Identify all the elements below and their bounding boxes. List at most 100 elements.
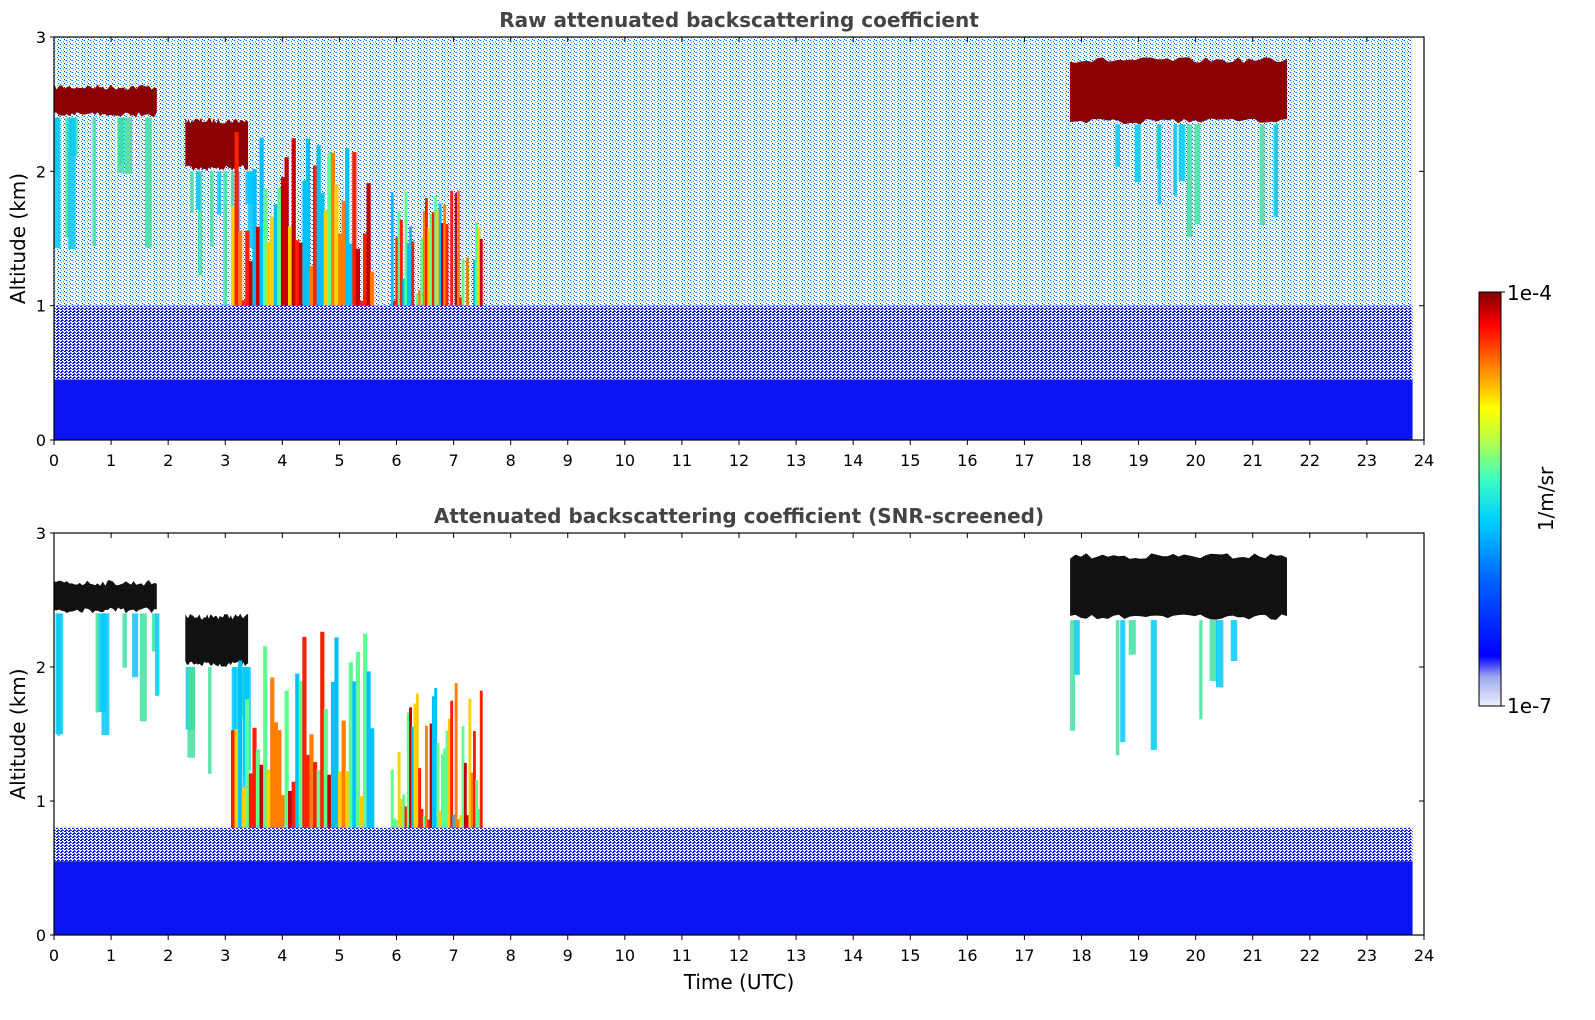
precipitation-column — [323, 708, 328, 935]
precipitation-column — [330, 681, 336, 935]
cloud-feature — [54, 580, 157, 614]
colorbar-min-label: 1e-7 — [1507, 694, 1552, 718]
fall-streak — [242, 667, 247, 798]
precipitation-column — [415, 693, 419, 935]
precipitation-column — [479, 690, 483, 935]
y-tick-label: 2 — [36, 162, 46, 181]
y-tick-label: 0 — [36, 926, 46, 945]
colorbar-max-label: 1e-4 — [1507, 281, 1552, 305]
fall-streak — [155, 613, 160, 696]
colorbar-unit-label: 1/m/sr — [1534, 466, 1558, 531]
precipitation-column — [409, 707, 412, 935]
x-tick-label: 21 — [1243, 946, 1263, 965]
fall-streak — [139, 613, 147, 722]
precipitation-column — [454, 683, 458, 935]
x-tick-label: 21 — [1243, 451, 1263, 470]
x-tick-label: 8 — [506, 451, 516, 470]
fall-streak — [1115, 620, 1120, 756]
fall-streak — [1128, 620, 1136, 655]
x-tick-label: 23 — [1357, 451, 1377, 470]
precipitation-column — [302, 636, 307, 935]
x-tick-label: 24 — [1414, 451, 1434, 470]
precipitation-column — [431, 696, 435, 935]
fall-streak — [1178, 124, 1185, 182]
x-tick-label: 19 — [1128, 946, 1148, 965]
precipitation-column — [352, 681, 357, 935]
fall-streak — [54, 117, 61, 248]
cloud-feature — [185, 117, 249, 172]
x-tick-label: 7 — [448, 451, 458, 470]
precipitation-column — [413, 703, 417, 935]
precipitation-column — [284, 157, 289, 441]
precipitation-column — [320, 631, 325, 935]
precipitation-column — [295, 673, 300, 935]
x-tick-label: 2 — [163, 946, 173, 965]
fall-streak — [1074, 620, 1080, 675]
fall-streak — [233, 667, 241, 780]
x-tick-label: 11 — [672, 946, 692, 965]
fall-streak — [196, 171, 201, 210]
y-tick-label: 2 — [36, 658, 46, 677]
fall-streak — [1134, 124, 1141, 183]
precipitation-column — [355, 651, 360, 935]
y-tick-label: 1 — [36, 297, 46, 316]
fall-streak — [152, 613, 156, 652]
fall-streak — [208, 667, 212, 774]
precipitation-column — [234, 132, 239, 440]
x-tick-label: 17 — [1014, 451, 1034, 470]
panel-title: Raw attenuated backscattering coefficien… — [499, 8, 979, 32]
cloud-feature — [1070, 553, 1287, 620]
precipitation-column — [406, 712, 410, 935]
precipitation-column — [252, 168, 257, 441]
x-tick-label: 4 — [277, 451, 287, 470]
x-tick-label: 23 — [1357, 946, 1377, 965]
fall-streak — [1173, 124, 1177, 196]
fall-streak — [1150, 620, 1157, 750]
fall-streak — [190, 171, 194, 214]
x-tick-label: 16 — [957, 451, 977, 470]
x-tick-label: 3 — [220, 946, 230, 965]
x-tick-label: 10 — [615, 946, 635, 965]
fall-streak — [217, 171, 222, 215]
panel-snr-screened: Attenuated backscattering coefficient (S… — [6, 504, 1434, 994]
x-tick-label: 12 — [729, 451, 749, 470]
precipitation-column — [291, 138, 296, 441]
x-tick-label: 2 — [163, 451, 173, 470]
fall-streak — [117, 117, 125, 174]
noise-lower-layer — [54, 305, 1413, 380]
x-tick-label: 1 — [106, 451, 116, 470]
fall-streak — [95, 613, 99, 713]
precipitation-column — [434, 688, 438, 935]
precipitation-column — [259, 137, 264, 440]
precipitation-column — [305, 138, 311, 440]
x-tick-label: 22 — [1300, 451, 1320, 470]
x-axis-label: Time (UTC) — [683, 970, 795, 994]
fall-streak — [1157, 124, 1162, 205]
fall-streak — [1199, 620, 1203, 720]
panel-raw: Raw attenuated backscattering coefficien… — [6, 8, 1434, 470]
precipitation-column — [363, 633, 368, 935]
fall-streak — [1194, 124, 1201, 225]
y-tick-label: 0 — [36, 431, 46, 450]
x-tick-label: 3 — [220, 451, 230, 470]
x-tick-label: 13 — [786, 946, 806, 965]
x-tick-label: 11 — [672, 451, 692, 470]
boundary-layer-top-feature — [54, 827, 1413, 862]
precipitation-column — [334, 637, 339, 935]
fall-streak — [1273, 124, 1279, 217]
fall-streak — [198, 171, 203, 276]
fall-streak — [132, 613, 139, 678]
fall-streak — [1186, 124, 1193, 237]
precipitation-column — [348, 662, 353, 935]
fall-streak — [223, 171, 228, 306]
x-tick-label: 5 — [334, 451, 344, 470]
precipitation-column — [245, 699, 250, 935]
precipitation-column — [366, 671, 371, 935]
precipitation-column — [330, 152, 336, 440]
x-tick-label: 9 — [563, 451, 573, 470]
x-tick-label: 10 — [615, 451, 635, 470]
x-tick-label: 0 — [49, 946, 59, 965]
y-tick-label: 3 — [36, 524, 46, 543]
x-tick-label: 20 — [1185, 946, 1205, 965]
x-tick-label: 7 — [448, 946, 458, 965]
